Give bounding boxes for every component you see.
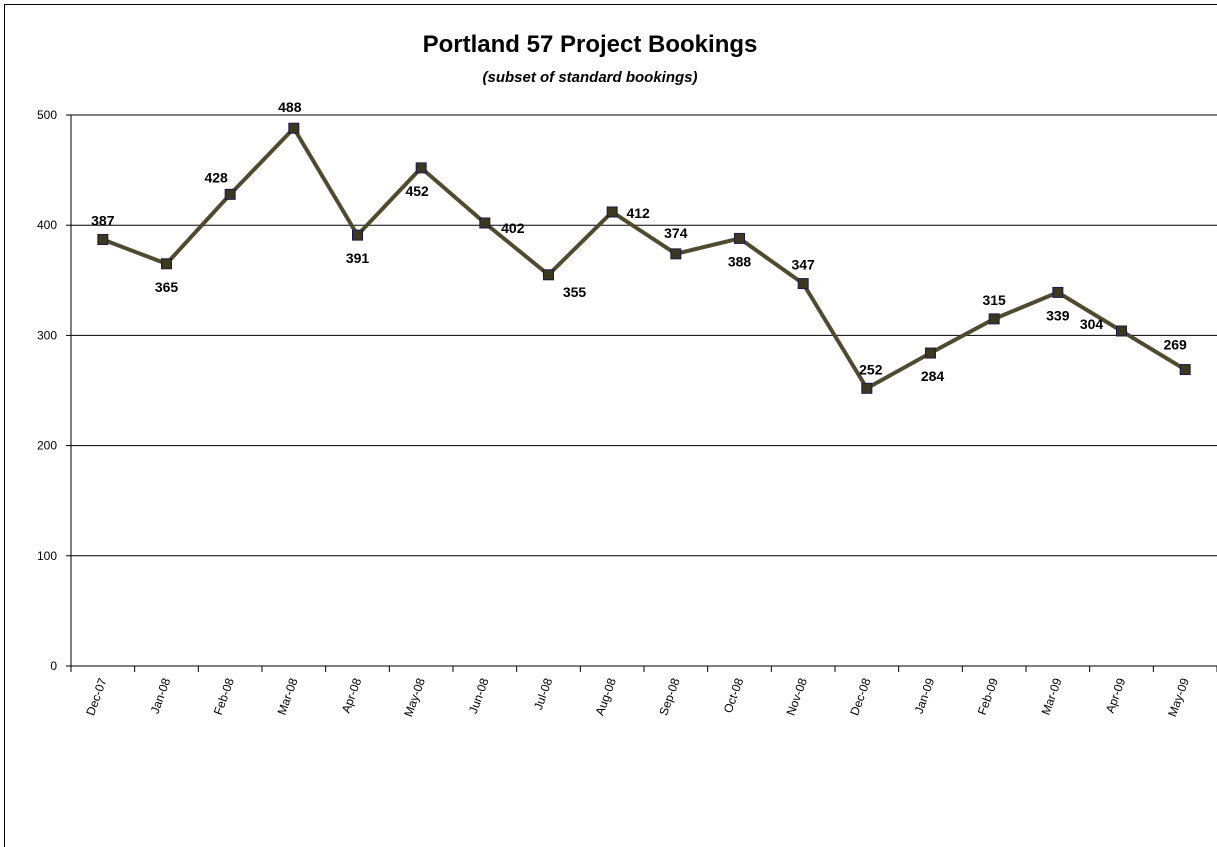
data-label: 355 (563, 284, 587, 300)
marker (1179, 364, 1191, 376)
data-label: 347 (791, 257, 815, 273)
marker (1052, 286, 1064, 298)
marker (224, 188, 236, 200)
y-tick-label: 300 (37, 328, 57, 342)
data-label: 402 (501, 220, 525, 236)
data-label: 269 (1163, 337, 1187, 353)
marker (97, 234, 109, 246)
data-label: 391 (346, 250, 370, 266)
data-label: 374 (664, 225, 688, 241)
data-label: 412 (626, 205, 650, 221)
marker (861, 382, 873, 394)
y-tick-label: 500 (37, 108, 57, 122)
marker (352, 229, 363, 241)
marker (606, 206, 618, 218)
data-label: 365 (155, 279, 179, 295)
marker (415, 162, 427, 174)
data-label: 252 (859, 361, 883, 377)
marker (670, 248, 682, 260)
data-label: 387 (91, 213, 115, 229)
series-line (102, 124, 1187, 391)
marker (1116, 325, 1127, 337)
chart-border (4, 4, 1217, 847)
data-label: 339 (1046, 307, 1070, 323)
y-tick-label: 200 (37, 439, 57, 453)
marker (479, 217, 491, 229)
data-label: 428 (204, 169, 228, 185)
data-label: 388 (728, 253, 752, 269)
chart-subtitle: (subset of standard bookings) (482, 69, 697, 86)
marker (734, 232, 745, 244)
y-tick-label: 0 (50, 659, 57, 673)
data-label: 284 (921, 368, 945, 384)
marker (543, 269, 554, 281)
marker (797, 278, 809, 290)
chart-title: Portland 57 Project Bookings (423, 31, 758, 58)
data-label: 488 (278, 99, 302, 115)
marker (925, 347, 936, 359)
y-tick-label: 100 (37, 549, 57, 563)
data-label: 452 (405, 183, 429, 199)
marker (288, 122, 300, 134)
y-tick-label: 400 (37, 218, 57, 232)
marker (988, 313, 1000, 325)
data-label: 315 (982, 292, 1006, 308)
data-label: 304 (1080, 316, 1104, 332)
marker (161, 258, 172, 270)
